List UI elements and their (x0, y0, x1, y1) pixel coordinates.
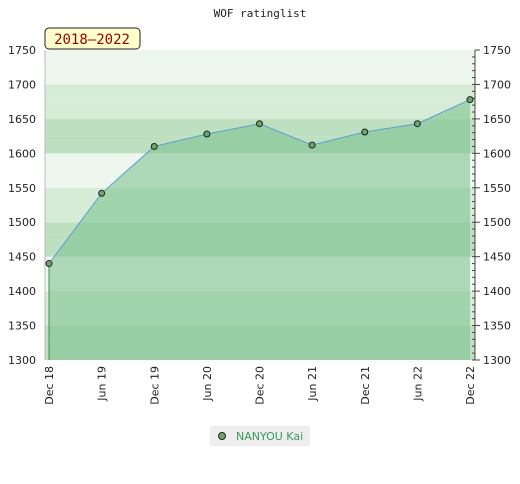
data-point[interactable] (308, 141, 316, 149)
legend-label: NANYOU Kai (236, 429, 304, 443)
x-tick-label: Dec 21 (359, 366, 372, 405)
period-badge-text: 2018–2022 (54, 32, 130, 48)
x-tick-label: Dec 18 (43, 366, 56, 405)
legend-marker-icon (218, 432, 226, 440)
y-tick-label-left: 1500 (8, 216, 36, 229)
y-tick-label-right: 1400 (483, 285, 511, 298)
y-axis-left: 1300 1350 1400 1450 1500 1550 1600 1650 1700 1750 (8, 44, 46, 367)
grid-band (45, 67, 475, 85)
y-tick-label-right: 1300 (483, 354, 511, 367)
data-point[interactable] (45, 260, 53, 268)
data-points (45, 96, 474, 268)
x-tick-label: Dec 22 (464, 366, 477, 405)
y-tick-label-left: 1550 (8, 182, 36, 195)
legend: NANYOU Kai (210, 426, 310, 446)
data-point[interactable] (361, 128, 369, 136)
data-point[interactable] (150, 142, 158, 150)
data-point[interactable] (256, 120, 263, 128)
y-tick-label-right: 1650 (483, 113, 511, 126)
chart-title: WOF ratinglist (214, 7, 307, 20)
y-tick-label-left: 1650 (8, 113, 36, 126)
y-axis-right: 1300 1350 1400 1450 1500 1550 1600 1650 1700 1750 (472, 44, 511, 367)
x-tick-label: Dec 19 (148, 366, 161, 405)
y-tick-label-right: 1700 (483, 78, 511, 91)
grid-band (45, 84, 475, 102)
y-tick-label-right: 1750 (483, 44, 511, 57)
data-point[interactable] (98, 189, 106, 197)
period-badge: 2018–2022 (44, 27, 141, 50)
y-tick-label-right: 1500 (483, 216, 511, 229)
y-tick-label-left: 1350 (8, 320, 36, 333)
x-tick-label: Dec 20 (254, 366, 267, 405)
data-point[interactable] (413, 120, 421, 128)
y-tick-label-left: 1700 (8, 78, 36, 91)
x-axis: Dec 18 Jun 19 Dec 19 Jun 20 Dec 20 Jun 21 Dec … (43, 366, 477, 405)
y-tick-label-left: 1600 (8, 147, 36, 160)
grid-band (45, 101, 475, 119)
y-tick-label-left: 1400 (8, 285, 36, 298)
x-tick-label: Jun 19 (96, 366, 109, 402)
y-tick-label-left: 1750 (8, 44, 36, 57)
y-tick-label-right: 1600 (483, 147, 511, 160)
y-tick-label-left: 1450 (8, 251, 36, 264)
data-point[interactable] (203, 130, 211, 138)
grid-band (45, 50, 475, 68)
x-tick-label: Jun 20 (201, 366, 214, 402)
data-point[interactable] (466, 96, 474, 104)
x-tick-label: Jun 22 (411, 366, 424, 402)
y-tick-label-right: 1350 (483, 320, 511, 333)
x-tick-label: Jun 21 (306, 366, 319, 402)
y-tick-label-right: 1550 (483, 182, 511, 195)
y-tick-label-left: 1300 (8, 354, 36, 367)
series-area (49, 99, 470, 360)
y-tick-label-right: 1450 (483, 251, 511, 264)
